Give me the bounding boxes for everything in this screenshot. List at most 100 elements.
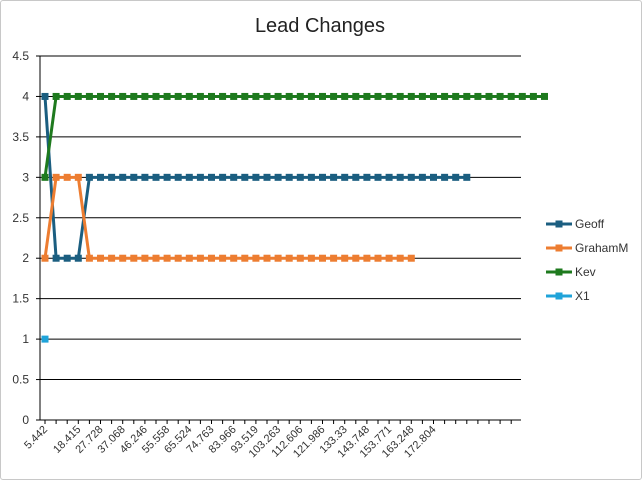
legend-swatch-marker: [555, 268, 563, 276]
data-point: [285, 173, 293, 181]
y-axis-ticks: 0 0.5 1 1.5 2 2.5 3 3.5 4 4.5: [12, 49, 29, 427]
data-point: [63, 173, 71, 181]
data-point: [352, 173, 360, 181]
data-point: [363, 254, 371, 262]
data-point: [274, 254, 282, 262]
data-point: [496, 92, 504, 100]
data-point: [141, 173, 149, 181]
legend-label: Geoff: [575, 217, 605, 231]
data-point: [252, 254, 260, 262]
legend-label: Kev: [575, 265, 596, 279]
y-tick-label: 0: [22, 413, 29, 427]
data-point: [385, 254, 393, 262]
data-point: [252, 92, 260, 100]
data-point: [119, 254, 127, 262]
data-point: [241, 92, 249, 100]
y-tick-label: 0.5: [12, 373, 29, 387]
data-point: [396, 173, 404, 181]
data-point: [407, 173, 415, 181]
data-point: [529, 92, 537, 100]
data-point: [352, 254, 360, 262]
data-point: [174, 92, 182, 100]
data-point: [41, 173, 49, 181]
data-point: [430, 173, 437, 181]
data-point: [41, 92, 49, 100]
data-point: [141, 92, 149, 100]
data-point: [319, 92, 326, 100]
series-kev: [41, 92, 548, 181]
data-point: [208, 173, 215, 181]
data-point: [74, 92, 82, 100]
data-point: [41, 335, 49, 343]
data-point: [385, 173, 393, 181]
data-point: [130, 173, 138, 181]
data-point: [518, 92, 526, 100]
data-point: [274, 173, 282, 181]
data-point: [452, 173, 460, 181]
data-point: [52, 254, 60, 262]
data-point: [341, 254, 349, 262]
legend-swatch-marker: [555, 292, 563, 300]
data-point: [130, 254, 138, 262]
data-point: [85, 92, 93, 100]
data-point: [330, 173, 338, 181]
data-point: [52, 173, 60, 181]
legend-label: GrahamM: [575, 241, 628, 255]
data-point: [319, 254, 326, 262]
data-point: [296, 92, 304, 100]
data-point: [374, 173, 382, 181]
data-point: [41, 254, 49, 262]
data-point: [252, 173, 260, 181]
series: [41, 92, 548, 343]
data-point: [374, 92, 382, 100]
legend-entry: Kev: [546, 265, 596, 279]
y-tick-label: 4.5: [12, 49, 29, 63]
data-point: [285, 254, 293, 262]
data-point: [85, 254, 93, 262]
data-point: [452, 92, 460, 100]
data-point: [407, 92, 415, 100]
y-tick-label: 1: [22, 332, 29, 346]
data-point: [296, 254, 304, 262]
data-point: [241, 254, 249, 262]
data-point: [196, 92, 204, 100]
data-point: [108, 254, 116, 262]
data-point: [363, 173, 371, 181]
data-point: [274, 92, 282, 100]
series-x1: [41, 335, 49, 343]
data-point: [108, 92, 116, 100]
y-tick-label: 4: [22, 89, 29, 103]
data-point: [285, 92, 293, 100]
data-point: [485, 92, 493, 100]
data-point: [230, 173, 238, 181]
data-point: [219, 92, 227, 100]
data-point: [418, 173, 426, 181]
data-point: [307, 254, 315, 262]
data-point: [474, 92, 482, 100]
data-point: [396, 254, 404, 262]
data-point: [119, 92, 127, 100]
data-point: [119, 173, 127, 181]
legend-swatch-marker: [555, 244, 563, 252]
data-point: [263, 254, 271, 262]
data-point: [97, 92, 104, 100]
data-point: [208, 92, 215, 100]
data-point: [296, 173, 304, 181]
y-tick-label: 3.5: [12, 130, 29, 144]
y-tick-label: 2: [22, 251, 29, 265]
data-point: [219, 173, 227, 181]
chart-title: Lead Changes: [255, 15, 385, 37]
data-point: [441, 92, 449, 100]
data-point: [185, 92, 193, 100]
data-point: [230, 254, 238, 262]
data-point: [74, 173, 82, 181]
data-point: [52, 92, 60, 100]
data-point: [74, 254, 82, 262]
data-point: [319, 173, 326, 181]
data-point: [263, 173, 271, 181]
data-point: [363, 92, 371, 100]
data-point: [507, 92, 515, 100]
data-point: [385, 92, 393, 100]
data-point: [541, 92, 548, 100]
